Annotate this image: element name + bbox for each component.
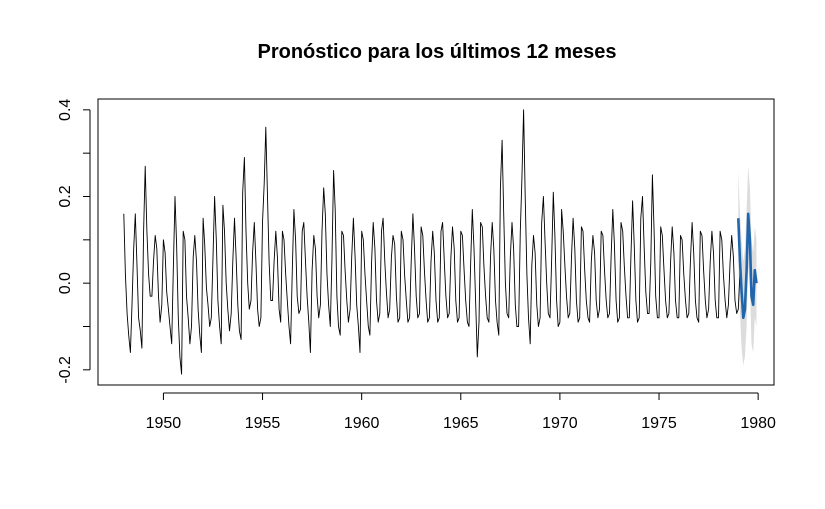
x-tick-label: 1950 xyxy=(146,415,182,432)
x-tick-label: 1960 xyxy=(344,415,380,432)
y-tick-label: -0.2 xyxy=(57,356,74,384)
y-tick-label: 0.0 xyxy=(57,272,74,294)
chart-title: Pronóstico para los últimos 12 meses xyxy=(257,41,616,63)
axes: 1950 1955 1960 1965 1970 1975 1980 -0.2 0.0 0.2 0.… xyxy=(57,99,776,432)
forecast-line xyxy=(737,212,758,320)
x-tick-label: 1975 xyxy=(641,415,677,432)
x-tick-label: 1970 xyxy=(542,415,578,432)
series-layer xyxy=(123,109,758,375)
y-tick-label: 0.2 xyxy=(57,185,74,207)
plot-frame xyxy=(97,98,775,386)
x-tick-label: 1955 xyxy=(245,415,281,432)
x-tick-label: 1965 xyxy=(443,415,479,432)
y-tick-label: 0.4 xyxy=(57,99,74,121)
observed-series-line xyxy=(123,109,741,375)
x-tick-label: 1980 xyxy=(740,415,776,432)
